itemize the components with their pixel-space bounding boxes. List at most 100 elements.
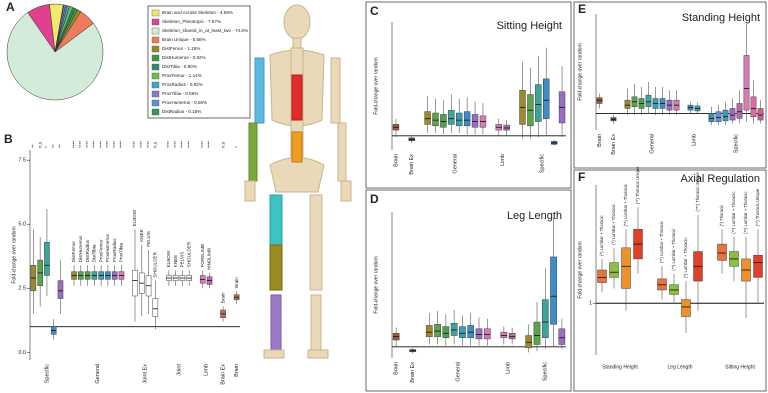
panel-letter: D <box>370 192 379 206</box>
significance: **** <box>71 141 76 148</box>
box <box>717 243 727 261</box>
significance: * <box>44 146 49 148</box>
box <box>459 326 466 339</box>
group-label: Brain <box>393 154 399 167</box>
legend-frame <box>147 5 251 119</box>
box-label: DistTibia <box>92 244 97 262</box>
y-axis-label: Fold-change over random <box>11 226 17 283</box>
legend-swatch <box>151 90 160 98</box>
y-axis-label: Fold-change over random <box>577 241 583 298</box>
box-label: ELBOW <box>166 250 171 267</box>
box <box>44 241 50 276</box>
group-label: Brain Ex <box>611 134 617 155</box>
panel-frame <box>573 169 767 392</box>
box-label: SHOULDER <box>186 241 191 267</box>
significance: **** <box>85 141 90 148</box>
legend-label: ProxHumerus - 0.55% <box>162 100 207 105</box>
box-label: (**) Lumbar + Thoracic <box>671 229 676 271</box>
significance: **** <box>98 141 103 148</box>
legend-swatch <box>151 54 160 62</box>
box <box>715 111 722 122</box>
box <box>722 109 729 122</box>
panel-letter: C <box>370 4 379 18</box>
legend-label: ProxRadius - 0.82% <box>162 82 203 87</box>
significance: **** <box>112 141 117 148</box>
legend-swatch <box>151 81 160 89</box>
box <box>543 78 550 119</box>
significance: **** <box>119 141 124 148</box>
legend-swatch <box>151 36 160 44</box>
panel-frame <box>365 1 572 189</box>
box-label: (*) Thoracic <box>719 205 724 227</box>
legend-label: ProxFemur - 1.14% <box>162 73 202 78</box>
panel-title: Standing Height <box>682 12 760 24</box>
box-label: DistFemur <box>71 241 76 263</box>
significance: **** <box>186 141 191 148</box>
box <box>757 108 764 121</box>
box-label: KNEE <box>173 255 178 268</box>
box-label: (**) Thoracic Unique <box>635 166 640 204</box>
legend-swatch <box>151 63 160 71</box>
significance: **** <box>180 141 185 148</box>
legend-swatch <box>151 108 160 116</box>
significance: **** <box>132 141 137 148</box>
group-label: Brain <box>234 364 240 377</box>
box <box>425 325 433 337</box>
group-label: Brain Ex <box>409 154 415 175</box>
legend-swatch <box>151 45 160 53</box>
box <box>645 94 652 108</box>
group-label: Specific <box>44 364 50 384</box>
box-label: DistHumerus <box>78 235 83 262</box>
panel-letter: E <box>578 2 586 16</box>
pie-slice <box>6 12 104 101</box>
group-label: Limb <box>500 154 506 166</box>
box <box>424 111 431 125</box>
legend-swatch <box>151 27 160 35</box>
box <box>456 112 463 127</box>
box <box>525 335 533 349</box>
panel-title: Leg Length <box>507 210 562 222</box>
panel-frame <box>573 1 767 169</box>
group-label: Specific <box>543 362 549 382</box>
legend-label: DistFemur - 1.19% <box>162 46 200 51</box>
box <box>753 254 763 278</box>
significance: **** <box>139 141 144 148</box>
box <box>483 328 491 340</box>
box-label: HINDLIMB <box>207 248 212 270</box>
group-label: General <box>453 154 459 174</box>
legend-label: DistRadius - 0.18% <box>162 109 201 114</box>
legend-label: DistHumerus - 0.92% <box>162 55 206 60</box>
group-label: Limb <box>505 362 511 374</box>
box <box>442 326 450 339</box>
box <box>463 111 471 127</box>
significance: **** <box>166 141 171 148</box>
y-axis-label: Fold-change over random <box>373 57 379 114</box>
group-label: Limb <box>204 364 210 376</box>
panel-letter: A <box>6 0 15 14</box>
group-label: Joint Ex <box>143 364 149 384</box>
box-label: (*) Lumbar + Thoracic <box>599 215 604 256</box>
group-label: General <box>95 364 101 384</box>
significance: **** <box>78 141 83 148</box>
legend-label: ProxTibia - 0.55% <box>162 91 198 96</box>
box-label: ProxRadius <box>112 238 117 262</box>
significance: **** <box>173 141 178 148</box>
box-label: PELVIS <box>146 231 151 247</box>
box <box>467 325 475 339</box>
box-label: ProxTibia <box>119 243 124 263</box>
panel-frame <box>365 189 572 392</box>
box-label: FORELIMB <box>200 244 205 267</box>
box-label: (**) Lumbar + Thoracic <box>623 184 628 226</box>
significance: ** <box>51 144 56 148</box>
significance: ** <box>58 144 63 148</box>
group-label: General <box>649 134 655 154</box>
box <box>448 109 455 125</box>
box-label: (**) Lumbar + Thoracic <box>659 221 664 263</box>
box <box>729 108 736 121</box>
box-label: (**) Lumbar + Thoracic <box>731 192 736 234</box>
box <box>597 269 607 283</box>
box <box>596 97 603 104</box>
legend-swatch <box>151 18 160 26</box>
box <box>624 99 631 109</box>
